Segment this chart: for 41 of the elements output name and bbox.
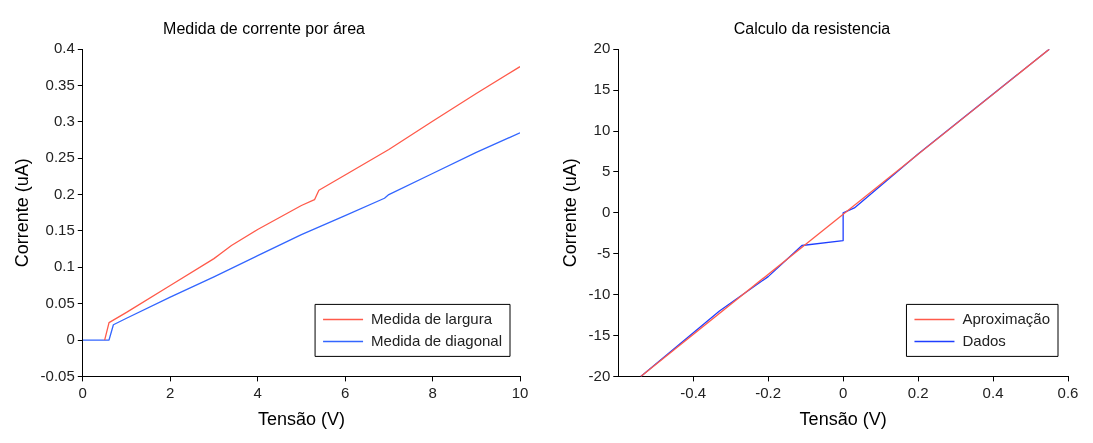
y-axis-title: Corrente (uA) — [559, 158, 580, 268]
y-tick-label: 0.35 — [45, 75, 75, 93]
y-tick-label: 0.1 — [53, 257, 75, 275]
y-tick-label: 0.3 — [53, 112, 75, 130]
y-tick-label: 0 — [66, 330, 75, 348]
y-tick-label: 0.25 — [45, 148, 75, 166]
x-tick-label: 0.6 — [1057, 383, 1079, 401]
y-tick-label: -0.05 — [40, 366, 75, 384]
y-tick-label: 15 — [593, 80, 611, 98]
y-tick-label: 20 — [593, 39, 611, 57]
y-tick-label: -20 — [588, 366, 611, 384]
y-tick-label: -10 — [588, 284, 611, 302]
x-tick-label: 4 — [253, 383, 262, 401]
legend-label: Medida de diagonal — [371, 331, 502, 349]
y-axis-title: Corrente (uA) — [11, 158, 32, 268]
legend-label: Aproximação — [962, 309, 1051, 327]
y-tick-label: 10 — [593, 121, 611, 139]
chart-title: Calculo da resistencia — [733, 20, 891, 38]
x-tick-label: 8 — [428, 383, 437, 401]
y-tick-label: 0.05 — [45, 293, 75, 311]
legend-label: Medida de largura — [371, 309, 493, 327]
x-tick-label: 0 — [78, 383, 87, 401]
legend-label: Dados — [962, 331, 1006, 349]
x-axis-title: Tensão (V) — [799, 409, 887, 430]
x-tick-label: 0.2 — [907, 383, 929, 401]
x-tick-label: 0.4 — [982, 383, 1004, 401]
x-tick-label: 10 — [511, 383, 529, 401]
x-tick-label: 6 — [340, 383, 350, 401]
x-tick-label: -0.2 — [755, 383, 782, 401]
chart-title: Medida de corrente por área — [163, 20, 366, 38]
x-tick-label: 0 — [838, 383, 848, 401]
x-tick-label: -0.4 — [680, 383, 707, 401]
y-tick-label: 5 — [601, 162, 611, 180]
y-tick-label: 0.4 — [53, 39, 75, 57]
y-tick-label: -5 — [596, 243, 611, 261]
x-axis-title: Tensão (V) — [257, 409, 345, 430]
y-tick-label: 0.15 — [45, 221, 75, 239]
x-tick-label: 2 — [166, 383, 175, 401]
y-tick-label: 0.2 — [53, 184, 75, 202]
y-tick-label: -15 — [588, 325, 611, 343]
y-tick-label: 0 — [601, 202, 611, 220]
